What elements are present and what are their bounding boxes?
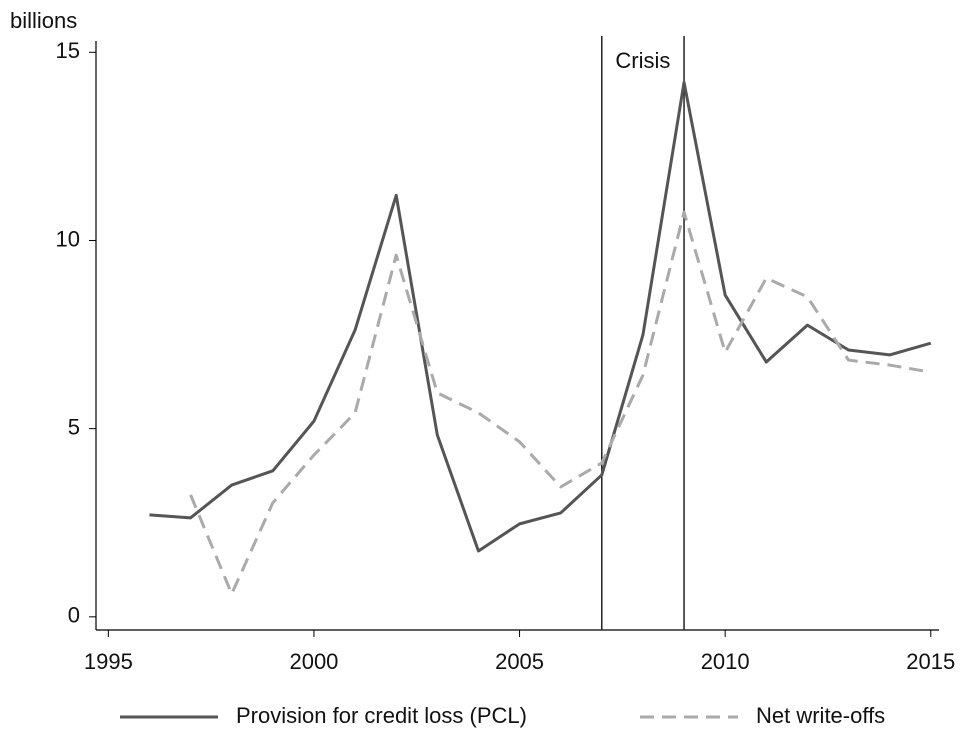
y-tick-label: 0 bbox=[68, 603, 80, 628]
x-tick-label: 2015 bbox=[906, 649, 955, 674]
x-tick-label: 2005 bbox=[495, 649, 544, 674]
series-line bbox=[189, 210, 932, 596]
y-tick-label: 15 bbox=[56, 38, 80, 63]
series-line bbox=[149, 80, 932, 553]
x-tick-label: 1995 bbox=[84, 649, 133, 674]
x-tick-label: 2010 bbox=[701, 649, 750, 674]
x-tick-label: 2000 bbox=[289, 649, 338, 674]
legend-label: Provision for credit loss (PCL) bbox=[236, 703, 527, 728]
annotation: Crisis bbox=[615, 48, 670, 73]
y-tick-label: 5 bbox=[68, 414, 80, 439]
y-tick-label: 10 bbox=[56, 226, 80, 251]
legend-label: Net write-offs bbox=[756, 703, 885, 728]
y-axis-label: billions bbox=[10, 8, 77, 33]
